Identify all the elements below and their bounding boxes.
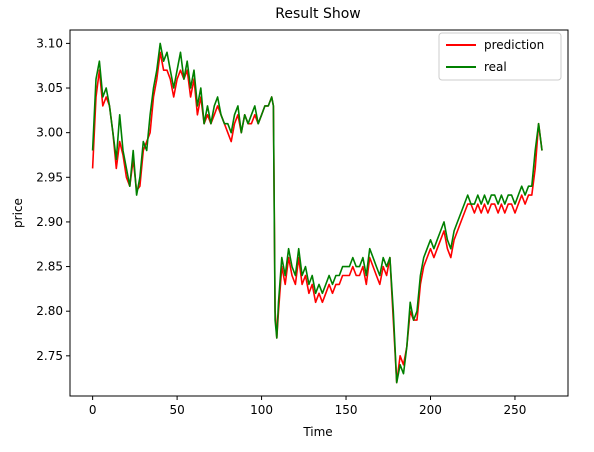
x-tick-label-150: 150 bbox=[335, 403, 358, 417]
legend-label-real: real bbox=[484, 60, 507, 74]
series-line-real bbox=[91, 42, 543, 384]
legend-label-prediction: prediction bbox=[484, 38, 544, 52]
x-tick-label-50: 50 bbox=[169, 403, 184, 417]
y-tick-label-2.75: 2.75 bbox=[36, 349, 63, 363]
plot-series bbox=[91, 42, 543, 384]
plot-frame bbox=[69, 29, 569, 397]
x-tick-label-200: 200 bbox=[419, 403, 442, 417]
y-tick-label-3.00: 3.00 bbox=[36, 126, 63, 140]
y-axis-label: price bbox=[11, 198, 25, 228]
x-tick-label-0: 0 bbox=[89, 403, 97, 417]
y-tick-label-2.95: 2.95 bbox=[36, 170, 63, 184]
x-axis: 0 50 100 150 200 250 bbox=[89, 396, 527, 417]
y-tick-label-2.85: 2.85 bbox=[36, 260, 63, 274]
x-tick-label-250: 250 bbox=[504, 403, 527, 417]
y-tick-label-2.90: 2.90 bbox=[36, 215, 63, 229]
y-tick-label-2.80: 2.80 bbox=[36, 304, 63, 318]
y-tick-label-3.10: 3.10 bbox=[36, 36, 63, 50]
legend: prediction real bbox=[438, 32, 562, 81]
x-axis-label: Time bbox=[302, 425, 332, 439]
x-tick-label-100: 100 bbox=[250, 403, 273, 417]
y-tick-label-3.05: 3.05 bbox=[36, 81, 63, 95]
series-line-prediction bbox=[91, 51, 543, 384]
y-axis: 2.75 2.80 2.85 2.90 2.95 3.00 3.05 3.10 bbox=[36, 36, 70, 363]
chart-title: Result Show bbox=[275, 6, 360, 22]
